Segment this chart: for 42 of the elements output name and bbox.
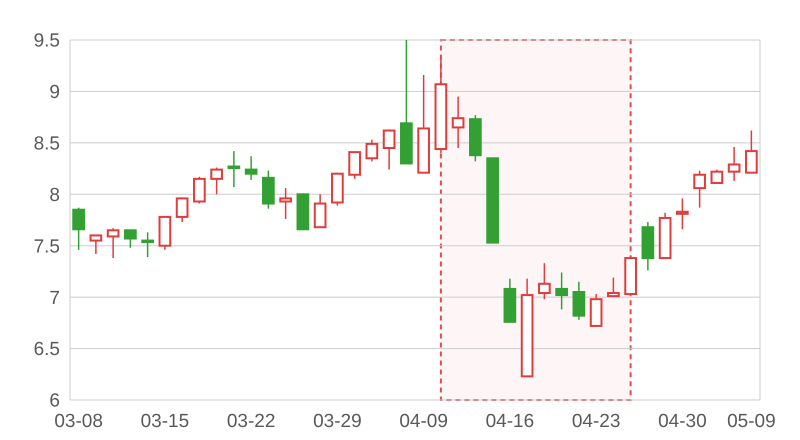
candlestick [572, 280, 586, 321]
candlestick [693, 170, 706, 208]
y-tick-label: 6.5 [34, 339, 60, 360]
y-tick-label: 7.5 [34, 236, 60, 258]
candlestick [314, 194, 326, 228]
candlestick [366, 139, 378, 162]
candlestick [555, 272, 568, 310]
candlestick [106, 227, 120, 259]
candlestick [538, 262, 551, 300]
candlestick [710, 168, 724, 185]
candlestick [124, 229, 137, 249]
candlestick [244, 155, 258, 181]
x-tick-label: 04-23 [572, 411, 620, 432]
y-tick-label: 7 [49, 288, 60, 309]
candlestick [348, 151, 361, 180]
x-tick-label: 04-16 [486, 411, 534, 432]
y-tick-label: 6 [49, 390, 60, 412]
candlestick [210, 166, 223, 196]
candlestick [90, 234, 102, 255]
y-tick-label: 8.5 [34, 134, 60, 155]
candlestick [193, 176, 206, 204]
candlestick [607, 276, 620, 298]
y-tick-label: 9 [49, 82, 60, 104]
x-tick-label: 05-09 [727, 411, 776, 432]
x-tick-label: 03-22 [226, 411, 276, 432]
x-tick-label: 03-29 [313, 411, 362, 432]
candlestick [745, 130, 758, 174]
candlestick [176, 196, 188, 223]
y-tick-label: 8 [49, 184, 60, 206]
candlestick [728, 146, 740, 182]
candlestick [452, 96, 464, 149]
candlestick [72, 206, 85, 251]
y-tick-label: 9.5 [34, 30, 60, 52]
candlestick [382, 128, 396, 170]
candlestick [279, 187, 292, 220]
x-tick-label: 03-08 [54, 411, 103, 432]
x-tick-label: 04-09 [399, 411, 448, 432]
x-tick-label: 04-30 [658, 411, 707, 432]
candlestick [676, 198, 689, 230]
candlestick [141, 232, 154, 258]
x-tick-label: 03-15 [140, 411, 190, 432]
candlestick [228, 150, 240, 188]
